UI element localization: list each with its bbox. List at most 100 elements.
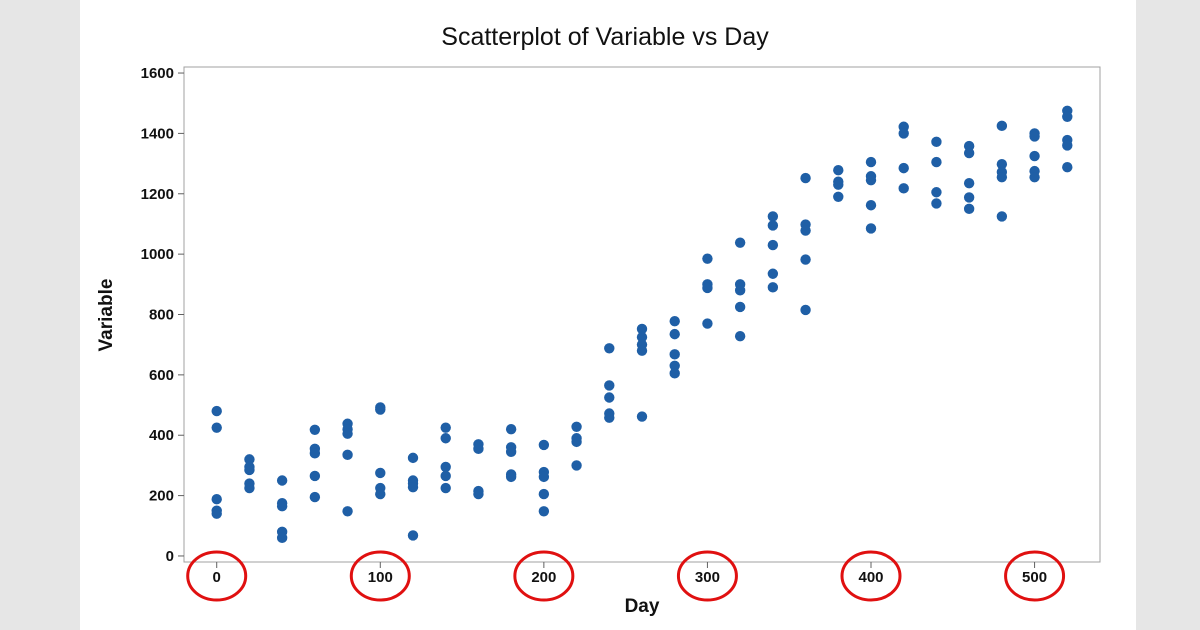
data-point [636, 411, 648, 422]
data-point [734, 331, 746, 342]
data-point [734, 301, 746, 313]
y-tick-label: 1600 [141, 65, 174, 82]
data-point [636, 323, 648, 335]
y-axis: 0 200 400 600 800 1000 1200 1400 1600 [141, 65, 184, 565]
data-point [669, 328, 680, 340]
data-point [375, 467, 386, 479]
data-point [669, 315, 680, 327]
highlight-circle [676, 550, 738, 602]
y-tick-label: 1000 [141, 246, 174, 263]
highlight-circle [840, 550, 902, 602]
data-point [309, 448, 321, 459]
highlight-circle [1004, 550, 1066, 602]
data-point [963, 192, 975, 203]
highlight-circle [349, 550, 411, 602]
data-point [440, 422, 451, 433]
y-tick-label: 600 [149, 367, 174, 384]
data-point [571, 460, 582, 471]
highlight-circle [513, 550, 575, 602]
data-point [931, 136, 942, 148]
data-point [734, 237, 746, 248]
data-point [636, 331, 648, 343]
data-point [1029, 131, 1040, 142]
y-tick-label: 1200 [141, 186, 174, 203]
data-point [505, 423, 517, 435]
data-point [669, 349, 680, 360]
data-point [669, 368, 680, 379]
x-tick-label: 400 [858, 569, 883, 586]
x-axis: 0 100 200 300 400 500 [213, 562, 1047, 586]
data-point [604, 392, 615, 403]
data-point [505, 471, 517, 483]
x-axis-label: Day [625, 596, 660, 617]
data-point [865, 223, 877, 234]
tick-highlight-circles [186, 550, 1066, 602]
data-point [702, 318, 713, 329]
data-point [604, 412, 615, 423]
data-point [800, 304, 811, 316]
data-point [604, 343, 615, 354]
data-point [375, 404, 386, 415]
y-tick-label: 1400 [141, 125, 174, 142]
data-point [636, 345, 648, 356]
y-tick-label: 400 [149, 427, 174, 444]
data-point [898, 128, 909, 139]
data-point [833, 179, 844, 190]
data-point [865, 174, 877, 186]
data-point [800, 254, 811, 265]
highlight-circle [186, 550, 248, 602]
data-point [931, 187, 942, 198]
data-point [342, 449, 353, 461]
data-point [571, 436, 582, 448]
data-point [996, 158, 1008, 170]
data-point [833, 191, 844, 202]
data-point [211, 422, 222, 433]
data-point [996, 120, 1008, 132]
data-point [342, 506, 353, 517]
x-tick-label: 300 [695, 569, 720, 586]
data-point [767, 239, 779, 251]
data-point [931, 156, 942, 168]
data-point [571, 421, 582, 432]
data-point [309, 491, 321, 503]
data-point [898, 183, 909, 194]
data-point [375, 488, 386, 500]
data-point [1029, 150, 1040, 162]
data-point [407, 530, 419, 541]
data-point [538, 488, 550, 500]
data-point [211, 508, 222, 519]
y-tick-label: 0 [166, 548, 174, 565]
y-tick-label: 200 [149, 488, 174, 505]
x-tick-label: 500 [1022, 569, 1047, 586]
data-point [342, 428, 353, 439]
x-tick-label: 0 [213, 569, 221, 586]
data-point [407, 481, 419, 493]
data-points [211, 105, 1073, 544]
data-point [996, 211, 1008, 222]
data-point [440, 433, 451, 444]
data-point [505, 446, 517, 458]
data-point [865, 200, 877, 211]
data-point [963, 147, 975, 159]
data-point [800, 225, 811, 236]
data-point [538, 439, 550, 451]
data-point [211, 405, 222, 417]
plot-area [183, 66, 1101, 563]
data-point [702, 253, 713, 264]
data-point [440, 482, 451, 494]
data-point [1062, 162, 1073, 173]
data-point [407, 452, 419, 464]
data-point [1062, 111, 1073, 123]
data-point [800, 172, 811, 184]
data-point [669, 360, 680, 372]
data-point [898, 162, 909, 174]
data-point [604, 380, 615, 391]
data-point [309, 424, 321, 435]
data-point [767, 268, 779, 279]
data-point [473, 488, 484, 500]
data-point [767, 211, 779, 222]
data-point [538, 506, 550, 517]
data-point [244, 464, 255, 476]
data-point [1062, 140, 1073, 151]
